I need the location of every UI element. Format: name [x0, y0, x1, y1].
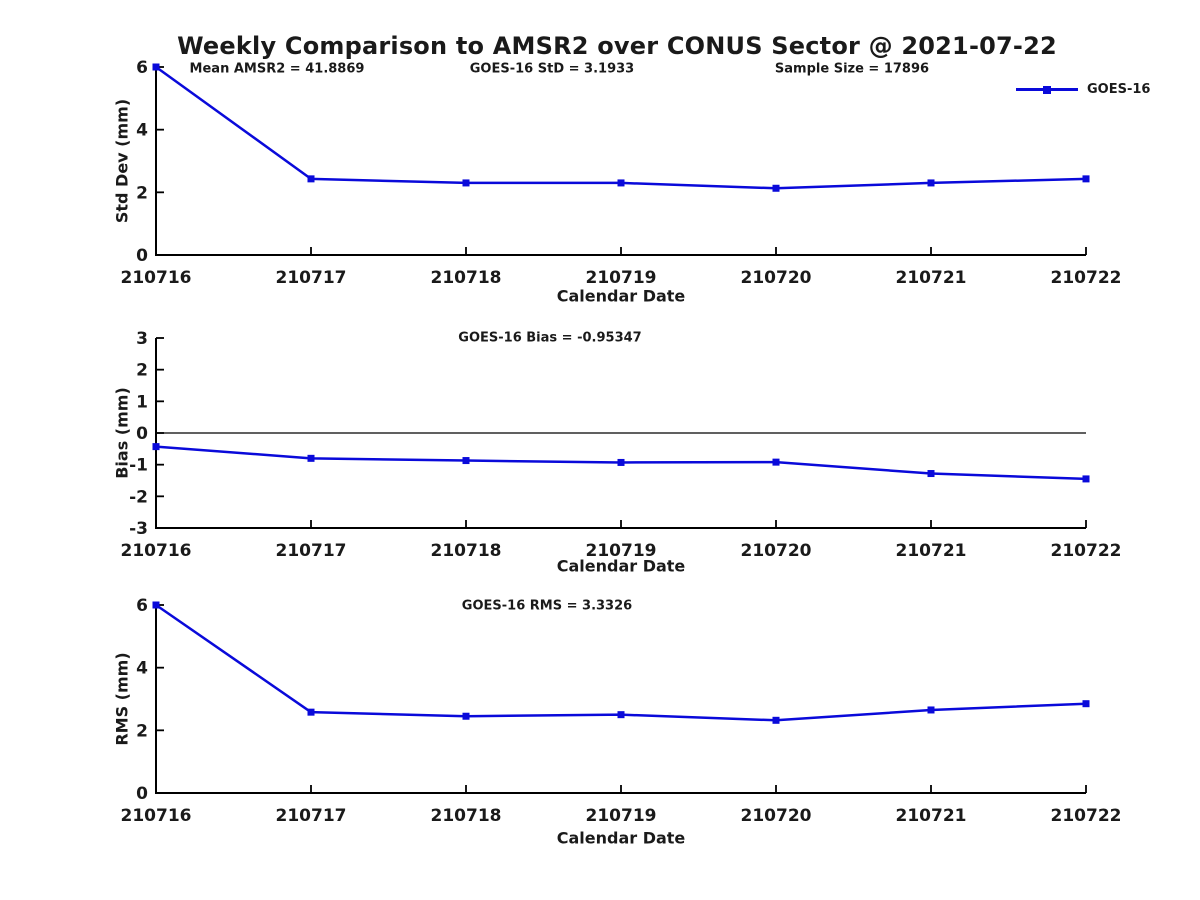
legend: GOES-16 — [1016, 82, 1150, 97]
x-axis-label-rms: Calendar Date — [556, 828, 686, 848]
x-tick-label: 210718 — [431, 541, 502, 561]
y-tick-label: 1 — [136, 392, 148, 412]
x-axis-label-stddev: Calendar Date — [556, 286, 686, 306]
x-tick-label: 210722 — [1051, 268, 1122, 288]
data-point-marker — [617, 458, 625, 466]
y-axis-label-rms: RMS (mm) — [112, 652, 132, 746]
y-axis-label-bias: Bias (mm) — [112, 387, 132, 479]
x-tick-label: 210720 — [741, 806, 812, 826]
data-point-marker — [617, 711, 625, 719]
annotation-mean-amsr2: Mean AMSR2 = 41.8869 — [189, 61, 365, 77]
y-tick-label: 6 — [136, 58, 148, 78]
y-tick-label: -3 — [129, 519, 148, 539]
data-point-marker — [772, 458, 780, 466]
x-tick-label: 210719 — [586, 268, 657, 288]
x-tick-label: 210722 — [1051, 541, 1122, 561]
x-tick-label: 210720 — [741, 541, 812, 561]
x-tick-label: 210717 — [276, 541, 347, 561]
x-tick-label: 210718 — [431, 806, 502, 826]
annotation-goes16-bias: GOES-16 Bias = -0.95347 — [458, 330, 642, 346]
data-point-marker — [927, 179, 935, 187]
y-tick-label: 4 — [136, 659, 148, 679]
data-point-marker — [462, 179, 470, 187]
y-tick-label: -1 — [129, 456, 148, 476]
data-point-marker — [152, 63, 160, 71]
y-tick-label: 4 — [136, 121, 148, 141]
data-point-marker — [152, 601, 160, 609]
data-point-marker — [1082, 175, 1090, 183]
x-tick-label: 210720 — [741, 268, 812, 288]
x-tick-label: 210721 — [896, 268, 967, 288]
data-point-marker — [462, 712, 470, 720]
y-axis-label-stddev: Std Dev (mm) — [112, 98, 132, 224]
legend-line-sample — [1016, 85, 1078, 94]
x-tick-label: 210716 — [121, 268, 192, 288]
data-point-marker — [617, 179, 625, 187]
annotation-goes16-rms: GOES-16 RMS = 3.3326 — [461, 598, 633, 614]
data-point-marker — [772, 716, 780, 724]
y-tick-label: 3 — [136, 329, 148, 349]
x-tick-label: 210716 — [121, 541, 192, 561]
legend-label: GOES-16 — [1087, 82, 1151, 97]
data-point-marker — [307, 175, 315, 183]
legend-square-marker-icon — [1043, 85, 1051, 94]
y-tick-label: 0 — [136, 784, 148, 804]
data-point-marker — [1082, 700, 1090, 708]
data-point-marker — [152, 443, 160, 451]
y-tick-label: 0 — [136, 424, 148, 444]
y-tick-label: -2 — [129, 487, 148, 507]
data-point-marker — [927, 706, 935, 714]
figure-title: Weekly Comparison to AMSR2 over CONUS Se… — [177, 32, 1057, 60]
x-tick-label: 210721 — [896, 541, 967, 561]
y-tick-label: 2 — [136, 183, 148, 203]
x-tick-label: 210719 — [586, 806, 657, 826]
x-tick-label: 210721 — [896, 806, 967, 826]
y-tick-label: 0 — [136, 246, 148, 266]
x-axis-label-bias: Calendar Date — [556, 556, 686, 576]
y-tick-label: 2 — [136, 721, 148, 741]
x-tick-label: 210717 — [276, 268, 347, 288]
data-point-marker — [1082, 475, 1090, 483]
x-tick-label: 210717 — [276, 806, 347, 826]
series-line-goes-16 — [155, 65, 1087, 190]
series-line-goes-16 — [155, 445, 1087, 481]
y-tick-label: 2 — [136, 361, 148, 381]
data-point-marker — [307, 454, 315, 462]
x-tick-label: 210718 — [431, 268, 502, 288]
data-point-marker — [307, 708, 315, 716]
data-point-marker — [772, 184, 780, 192]
series-line-goes-16 — [155, 603, 1087, 722]
x-tick-label: 210716 — [121, 806, 192, 826]
data-point-marker — [462, 457, 470, 465]
annotation-goes16-std: GOES-16 StD = 3.1933 — [469, 61, 635, 77]
y-tick-label: 6 — [136, 596, 148, 616]
annotation-sample-size: Sample Size = 17896 — [774, 61, 930, 77]
data-point-marker — [927, 470, 935, 478]
x-tick-label: 210722 — [1051, 806, 1122, 826]
